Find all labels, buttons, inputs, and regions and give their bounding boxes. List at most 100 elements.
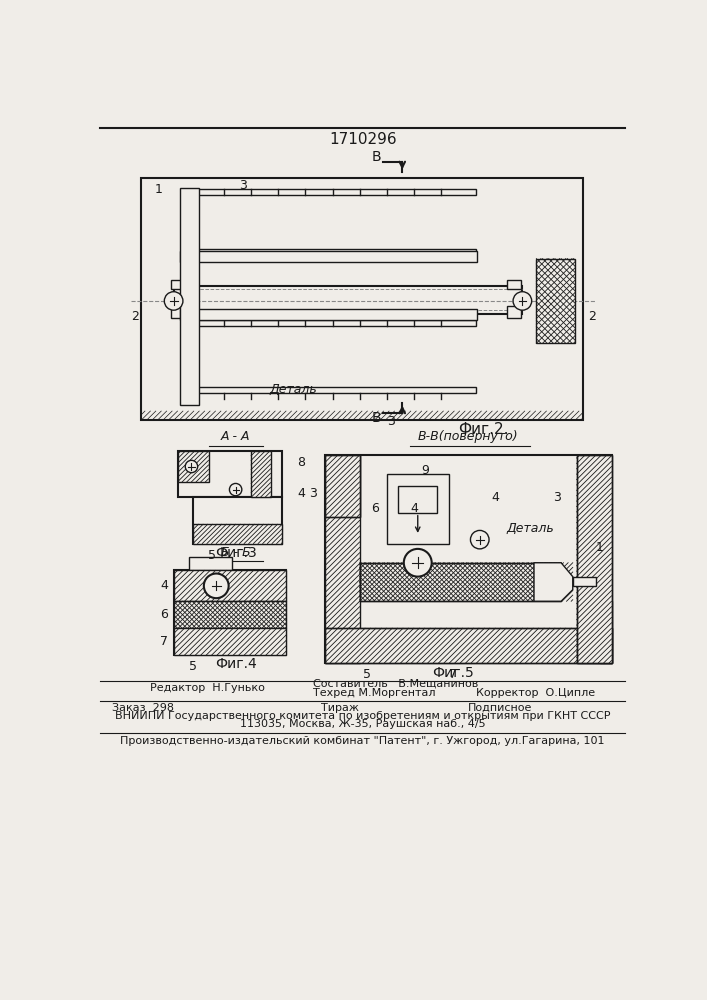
Text: 8: 8 — [298, 456, 305, 469]
Bar — [180, 251, 477, 262]
Text: 5: 5 — [189, 660, 197, 673]
Text: 6: 6 — [371, 502, 379, 515]
Bar — [537, 259, 575, 343]
Bar — [182, 249, 476, 255]
Bar — [387, 474, 449, 544]
Text: 6: 6 — [160, 608, 168, 621]
Bar — [174, 286, 522, 314]
Bar — [600, 601, 612, 663]
Bar — [325, 628, 612, 663]
Text: 4: 4 — [410, 502, 418, 515]
Bar — [251, 451, 271, 497]
Bar — [360, 563, 561, 601]
Text: Тираж: Тираж — [321, 703, 359, 713]
Text: В-В(повернуто): В-В(повернуто) — [418, 430, 518, 443]
Circle shape — [204, 574, 228, 598]
Text: 2: 2 — [131, 310, 139, 323]
Text: 4: 4 — [491, 491, 499, 504]
Bar — [325, 455, 360, 517]
Bar — [325, 455, 360, 663]
Bar — [325, 455, 612, 663]
Text: 4: 4 — [298, 487, 305, 500]
Bar — [360, 563, 561, 601]
Text: Фиг.3: Фиг.3 — [215, 546, 257, 560]
Bar — [141, 411, 583, 420]
Text: 3: 3 — [240, 179, 247, 192]
Text: Деталь: Деталь — [506, 522, 554, 535]
Text: 1710296: 1710296 — [329, 132, 397, 147]
Text: Фиг.4: Фиг.4 — [215, 657, 257, 671]
Bar — [171, 280, 185, 289]
Bar — [251, 451, 271, 497]
Bar — [177, 451, 209, 482]
Bar — [174, 570, 286, 601]
Bar — [577, 455, 612, 663]
Text: 3: 3 — [309, 487, 317, 500]
Text: Техред М.Моргентал: Техред М.Моргентал — [313, 688, 436, 698]
Text: В: В — [372, 411, 382, 425]
Text: 7: 7 — [160, 635, 168, 648]
Bar — [573, 577, 596, 586]
Circle shape — [470, 530, 489, 549]
Text: Составитель   В.Мещанинов: Составитель В.Мещанинов — [313, 679, 479, 689]
Text: В: В — [372, 150, 382, 164]
Text: Фиг.2.: Фиг.2. — [458, 422, 509, 437]
Text: 113035, Москва, Ж-35, Раушская наб., 4/5: 113035, Москва, Ж-35, Раушская наб., 4/5 — [240, 719, 486, 729]
Text: 2: 2 — [588, 310, 596, 323]
Bar — [507, 306, 521, 318]
Text: Фиг.5: Фиг.5 — [432, 666, 474, 680]
Text: Производственно-издательский комбинат "Патент", г. Ужгород, ул.Гагарина, 101: Производственно-издательский комбинат "П… — [120, 736, 605, 746]
Bar — [182, 320, 476, 326]
Text: 1: 1 — [596, 541, 604, 554]
Bar — [577, 455, 612, 663]
Text: Заказ  298: Заказ 298 — [112, 703, 174, 713]
Circle shape — [164, 292, 183, 310]
Bar — [325, 628, 612, 663]
Bar — [177, 451, 209, 482]
Text: Б - Б: Б - Б — [221, 546, 250, 559]
Bar — [182, 189, 476, 195]
Bar — [180, 309, 477, 320]
Text: Редактор  Н.Гунько: Редактор Н.Гунько — [151, 683, 265, 693]
Bar — [174, 570, 286, 601]
Bar — [360, 563, 561, 601]
Text: ВНИИПИ Государственного комитета по изобретениям и открытиям при ГКНТ СССР: ВНИИПИ Государственного комитета по изоб… — [115, 711, 610, 721]
Bar — [325, 455, 360, 663]
Bar — [141, 178, 583, 420]
Bar — [180, 188, 199, 405]
Bar — [398, 486, 437, 513]
Bar — [171, 306, 185, 318]
Bar — [189, 557, 232, 570]
Text: 5: 5 — [363, 668, 371, 681]
Bar — [537, 259, 575, 343]
Bar — [174, 570, 286, 655]
Bar — [600, 601, 612, 663]
Text: 7: 7 — [449, 668, 457, 681]
Text: 3: 3 — [387, 415, 395, 428]
Bar — [182, 387, 476, 393]
Bar — [174, 601, 286, 628]
Bar — [174, 601, 286, 628]
Text: Деталь: Деталь — [270, 383, 317, 396]
Circle shape — [185, 460, 198, 473]
Bar — [174, 628, 286, 655]
Circle shape — [230, 483, 242, 496]
Bar — [534, 563, 573, 601]
Bar — [177, 451, 282, 497]
Text: 3: 3 — [554, 491, 561, 504]
Bar — [174, 601, 286, 628]
Bar — [193, 497, 282, 544]
Bar — [537, 259, 575, 343]
Bar — [325, 455, 360, 517]
Text: Подписное: Подписное — [468, 703, 532, 713]
Text: 5: 5 — [209, 549, 216, 562]
Bar — [193, 524, 282, 544]
Bar — [193, 524, 282, 544]
Circle shape — [404, 549, 432, 577]
Bar — [360, 563, 561, 601]
Text: Корректор  О.Ципле: Корректор О.Ципле — [476, 688, 595, 698]
Polygon shape — [534, 563, 573, 601]
Bar — [174, 628, 286, 655]
Text: 4: 4 — [160, 579, 168, 592]
Bar — [325, 455, 360, 517]
